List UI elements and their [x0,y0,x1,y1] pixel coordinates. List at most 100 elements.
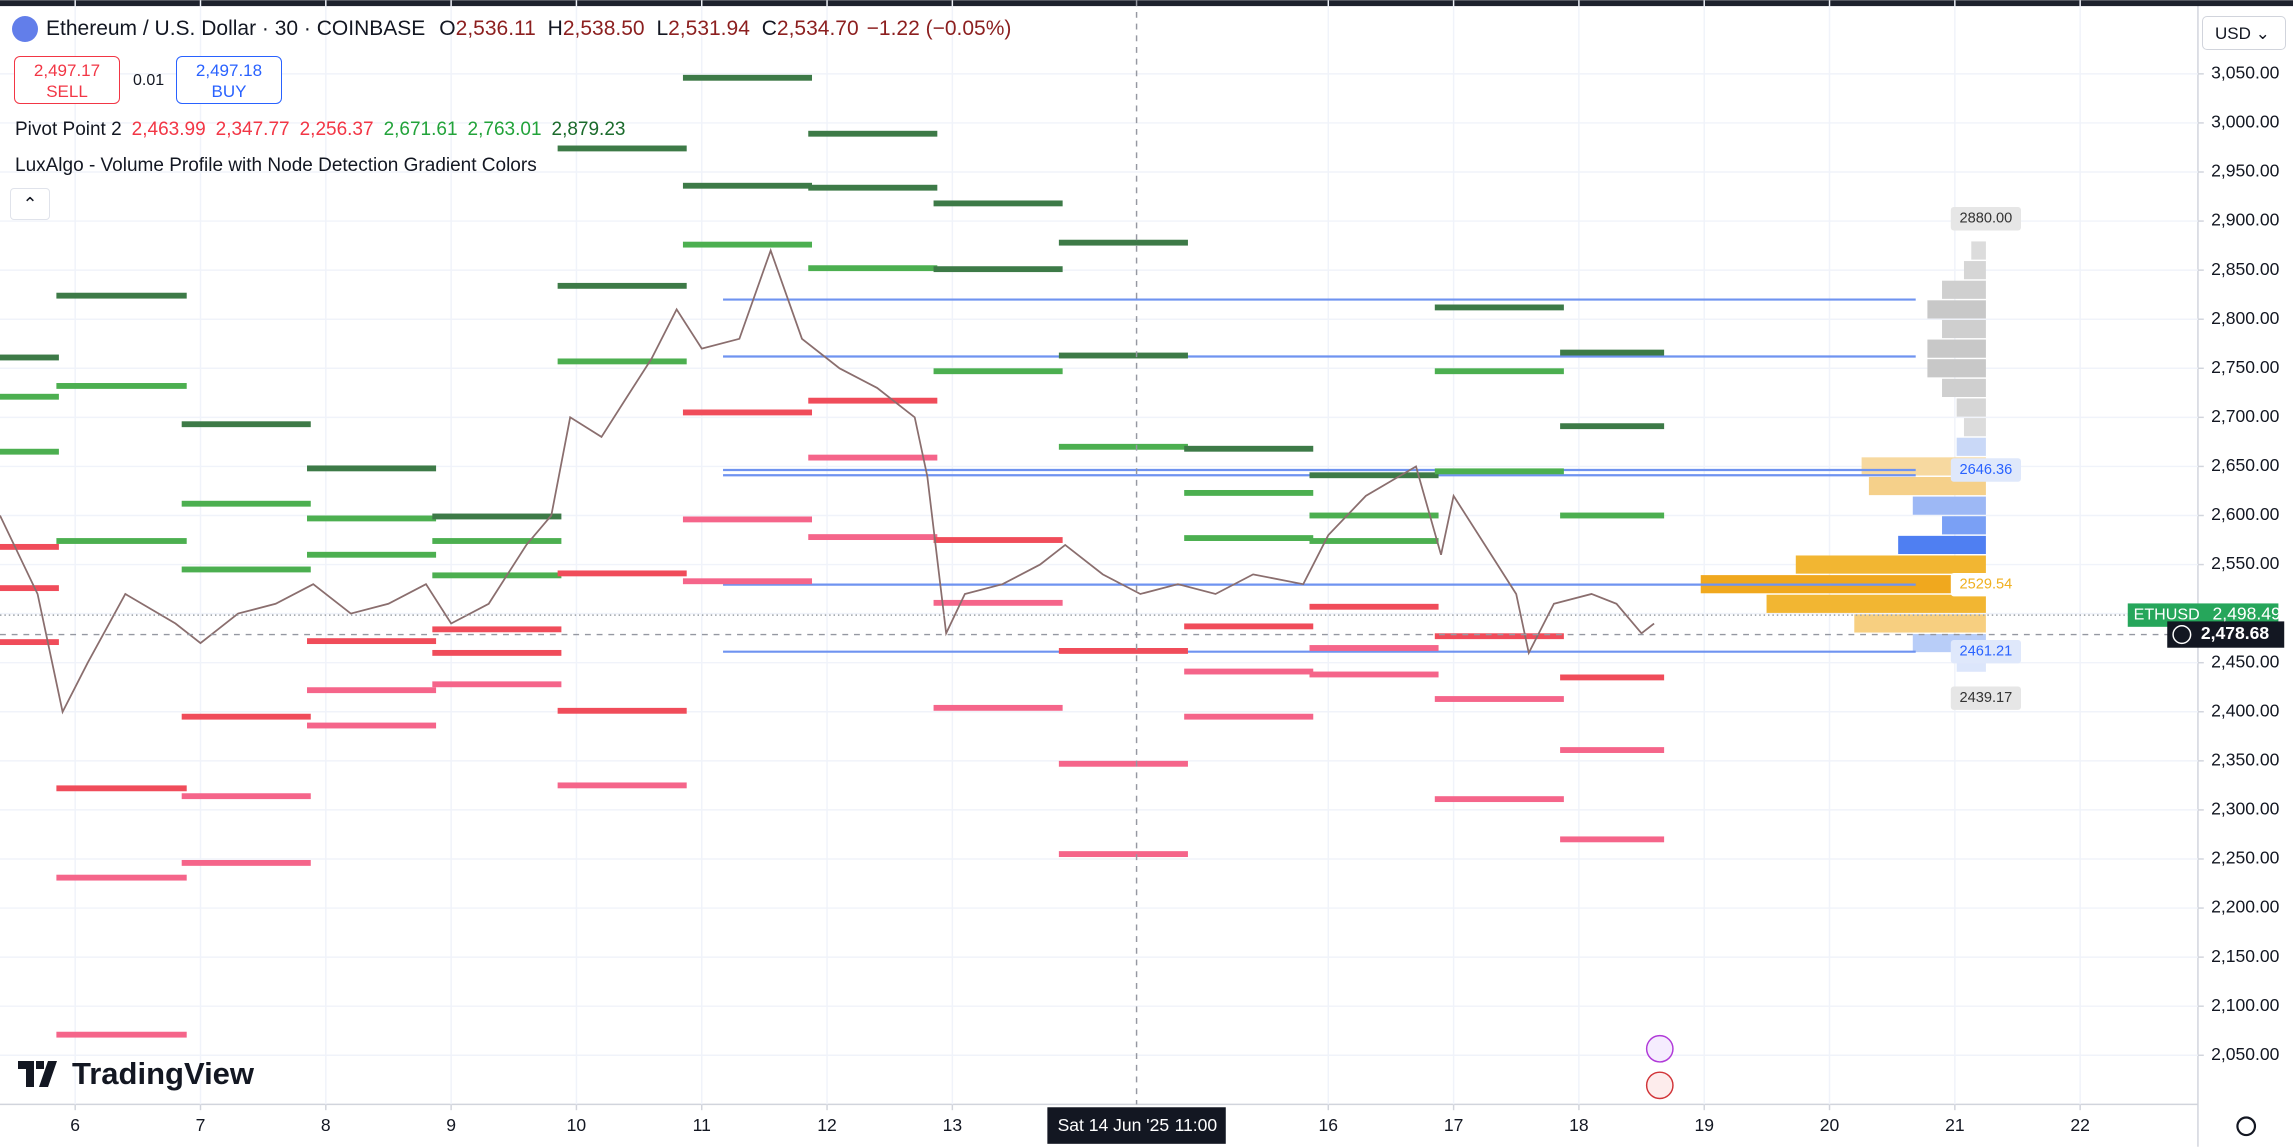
y-tick-label: 2,550.00 [2211,553,2279,573]
profile-label-box [1950,458,2021,482]
buy-price: 2,497.18 [195,61,263,80]
pivot-level [933,200,1063,207]
y-tick-label: 3,050.00 [2211,62,2279,82]
pivot-level [682,409,813,416]
y-tick-label: 2,900.00 [2211,210,2279,230]
pivot-level [682,241,813,248]
pivot-level [0,585,59,592]
y-tick-label: 2,850.00 [2211,259,2279,279]
luxalgo-legend[interactable]: LuxAlgo - Volume Profile with Node Detec… [15,155,537,176]
profile-bar [1942,378,1986,397]
pivot-level [808,265,938,272]
currency-button[interactable]: USD ⌄ [2202,16,2286,50]
profile-bar [1795,555,1986,574]
crosshair-date: Sat 14 Jun '25 [1058,1115,1170,1135]
x-tick-label: 18 [1569,1115,1589,1135]
pivot-level [1058,239,1188,246]
symbol-icon [12,16,38,42]
crosshair-date-box [1047,1107,1226,1144]
pivot-level [1184,535,1314,541]
pivot-level [56,538,187,544]
x-tick-label: 10 [567,1115,587,1135]
pivot-level [307,722,437,729]
profile-bar [1942,516,1986,535]
x-tick-label: 21 [1945,1115,1965,1135]
pivot-level [56,383,187,389]
pivot-level [0,354,59,361]
profile-label: 2439.17 [1959,690,2012,706]
x-tick-label: 17 [1444,1115,1464,1135]
crosshair-price-box [2167,621,2285,648]
x-tick-label: 9 [446,1115,456,1135]
x-tick-label: 8 [321,1115,331,1135]
pivot-level [808,454,938,461]
buy-button[interactable]: 2,497.18 BUY [176,56,282,104]
pivot-level [307,551,437,558]
pivot-level [56,292,187,299]
pivot-level [0,639,59,646]
brand-name: TradingView [72,1056,255,1091]
pivot-level [1058,851,1188,858]
y-tick-label: 2,350.00 [2211,749,2279,769]
y-tick-label: 2,800.00 [2211,308,2279,328]
pivot-level [0,543,59,550]
pivot-level [557,782,687,789]
pivot-level [808,397,938,404]
profile-bar [1854,614,1986,633]
currency: USD [2215,24,2251,43]
pivot-level [1560,747,1665,753]
collapse-button[interactable]: ⌃ [10,188,50,220]
sell-label: SELL [46,82,88,101]
profile-bar [1912,496,1986,515]
pivot-level [1058,648,1188,654]
pivot-level [1434,304,1564,311]
pivot-level [682,578,813,585]
pivot-level [933,599,1063,606]
last-price-label: 2,498.49 [2213,604,2281,624]
price-line [0,247,1655,715]
y-tick-label: 2,600.00 [2211,504,2279,524]
x-tick-label: 6 [70,1115,80,1135]
y-tick-label: 2,450.00 [2211,651,2279,671]
y-tick-label: 2,700.00 [2211,406,2279,426]
y-tick-label: 2,250.00 [2211,848,2279,868]
pivot-level [307,515,437,522]
pivot-level [0,448,59,455]
pivot-level [1058,760,1188,767]
ohlc-value: 2,531.94 [668,17,750,40]
top-bar [0,0,2293,7]
profile-label: 2529.54 [1959,577,2012,593]
pivot-value: 2,763.01 [467,119,542,140]
pivot-level [1434,796,1564,803]
profile-bar [1971,241,1986,260]
pivot-value: 2,671.61 [383,119,458,140]
pivot-level [307,638,437,645]
y-tick-label: 2,200.00 [2211,897,2279,917]
pivot-level [432,572,562,579]
marks: 2880.00 2646.36 2529.54 2461.21 2439.17 [0,74,2021,1038]
profile-label: 2880.00 [1959,211,2012,227]
pivot-level [1309,671,1439,678]
pivot-level [1184,445,1314,452]
y-tick-label: 2,750.00 [2211,357,2279,377]
ohlc-label: O [439,17,456,40]
symbol[interactable]: Ethereum / U.S. Dollar · 30 · COINBASE [46,17,426,40]
profile-label: 2461.21 [1959,644,2012,660]
y-tick-label: 2,950.00 [2211,161,2279,181]
buy-label: BUY [211,82,247,101]
pivot-legend[interactable]: Pivot Point 2 2,463.99 2,347.77 2,256.37 2,… [15,119,625,141]
profile-bar [1963,261,1986,280]
crosshair-time: 11:00 [1175,1115,1218,1135]
event-icon [1645,1034,1674,1063]
y-tick-label: 2,150.00 [2211,946,2279,966]
pivot-level [432,538,562,544]
pivot-level [181,713,311,720]
pivot-level [1434,468,1564,475]
last-price-name: ETHUSD [2134,605,2200,623]
pivot-level [682,182,813,189]
x-tick-label: 7 [196,1115,206,1135]
profile-bar [1942,280,1986,299]
sell-button[interactable]: 2,497.17 SELL [14,56,120,104]
x-tick-label: 12 [817,1115,837,1135]
